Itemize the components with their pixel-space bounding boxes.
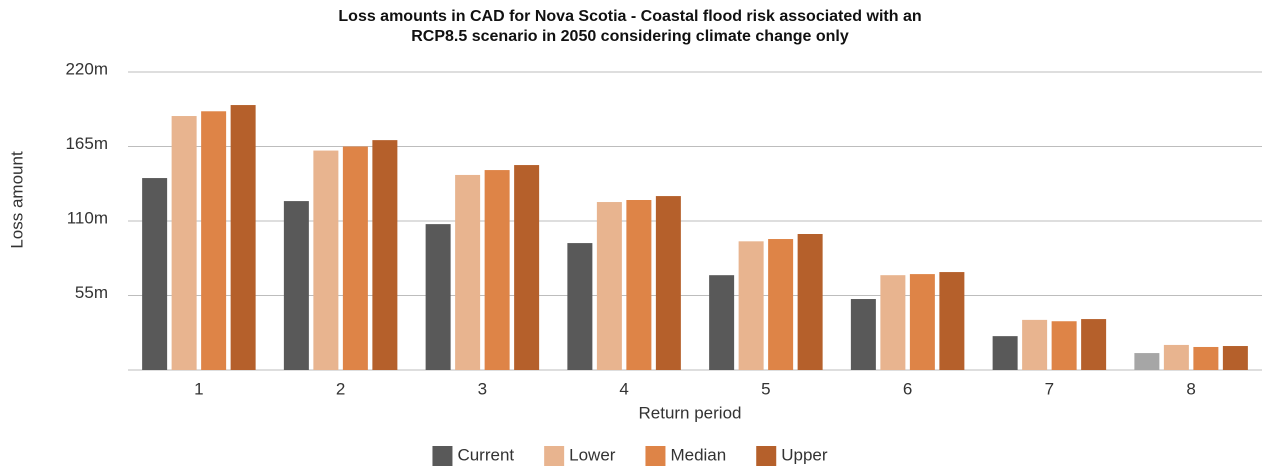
bar xyxy=(1134,353,1160,370)
x-axis-label: Return period xyxy=(638,403,741,422)
legend-label: Median xyxy=(670,445,726,464)
y-tick-label: 165m xyxy=(65,134,108,153)
x-tick-label: 7 xyxy=(1045,379,1054,398)
x-tick-label: 2 xyxy=(336,379,345,398)
bar xyxy=(283,201,309,370)
bar xyxy=(1163,344,1189,370)
bar xyxy=(880,275,906,370)
x-tick-label: 1 xyxy=(194,379,203,398)
bar xyxy=(992,336,1018,370)
y-axis-label: Loss amount xyxy=(7,151,26,249)
y-tick-label: 220m xyxy=(65,59,108,78)
legend-swatch xyxy=(756,446,777,466)
bar xyxy=(596,202,622,370)
y-tick-label: 110m xyxy=(67,208,108,227)
bar xyxy=(655,196,681,370)
bar xyxy=(1222,346,1248,370)
bar xyxy=(455,174,481,370)
bar xyxy=(768,239,794,370)
bar xyxy=(171,116,197,370)
chart-title: Loss amounts in CAD for Nova Scotia - Co… xyxy=(338,8,921,25)
x-tick-label: 6 xyxy=(903,379,912,398)
bar xyxy=(797,234,823,370)
bar xyxy=(372,140,398,370)
bar xyxy=(142,178,168,370)
legend-swatch xyxy=(645,446,666,466)
bar xyxy=(1022,319,1048,370)
bar xyxy=(201,111,227,371)
x-tick-label: 4 xyxy=(619,379,628,398)
bar xyxy=(567,243,593,370)
chart-title: RCP8.5 scenario in 2050 considering clim… xyxy=(411,28,849,45)
bar xyxy=(909,274,935,370)
bar xyxy=(1051,321,1077,370)
y-tick-label: 55m xyxy=(75,283,108,302)
legend-label: Lower xyxy=(569,445,616,464)
bar xyxy=(939,272,965,370)
legend-label: Current xyxy=(457,445,514,464)
bar xyxy=(313,150,339,370)
bar xyxy=(230,105,256,371)
legend-swatch xyxy=(544,446,565,466)
bar xyxy=(626,200,652,370)
bar xyxy=(1193,346,1219,370)
bar xyxy=(850,299,876,370)
bar xyxy=(709,275,735,370)
legend-swatch xyxy=(432,446,453,466)
legend-label: Upper xyxy=(781,445,828,464)
x-tick-label: 5 xyxy=(761,379,770,398)
bar xyxy=(514,165,540,370)
x-tick-label: 3 xyxy=(478,379,487,398)
bar xyxy=(1081,319,1107,370)
x-tick-label: 8 xyxy=(1186,379,1195,398)
bar xyxy=(425,224,451,370)
bar xyxy=(342,146,368,370)
bar xyxy=(738,241,764,370)
bar xyxy=(484,170,510,370)
